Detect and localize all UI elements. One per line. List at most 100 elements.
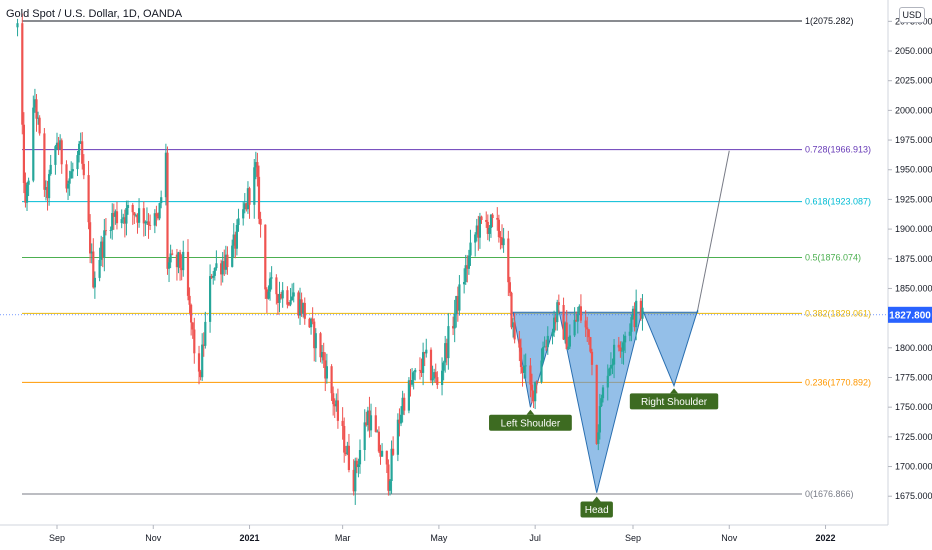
candle-body — [344, 452, 347, 455]
candle-body — [452, 326, 455, 329]
y-tick-label: 1775.000 — [895, 372, 932, 382]
candle-body — [144, 221, 147, 224]
candle-body — [231, 245, 234, 267]
x-tick-label: May — [430, 533, 448, 543]
candle-body — [286, 290, 289, 305]
candle-body — [55, 142, 59, 147]
candle-body — [213, 268, 216, 276]
candle-body — [120, 219, 123, 224]
candle-body — [543, 346, 546, 348]
candle-body — [169, 253, 172, 263]
candle-body — [453, 314, 456, 329]
candle-body — [420, 370, 423, 373]
candle-body — [186, 251, 190, 296]
candle-body — [188, 295, 191, 305]
candle-body — [619, 347, 622, 352]
candle-body — [175, 254, 178, 268]
candle-body — [166, 152, 169, 269]
candle-body — [606, 375, 609, 388]
candle-body — [434, 372, 437, 378]
candle-body — [388, 481, 392, 491]
candle-body — [519, 347, 523, 368]
fib-level-label: 0(1676.866) — [805, 489, 854, 499]
x-tick-label: 2022 — [816, 533, 836, 543]
label-box — [629, 393, 719, 410]
y-tick-label: 2000.000 — [895, 105, 932, 115]
candle-body — [112, 213, 115, 217]
candle-body — [191, 322, 194, 330]
candle-body — [209, 276, 212, 322]
candle-body — [180, 267, 183, 271]
y-tick-label: 1800.000 — [895, 343, 932, 353]
candle-body — [467, 255, 470, 269]
candle-body — [37, 117, 40, 119]
candle-body — [131, 205, 134, 213]
candle-body — [111, 213, 114, 231]
candle-body — [49, 164, 52, 175]
candle-body — [576, 314, 579, 322]
candle-body — [611, 364, 614, 366]
candle-body — [292, 292, 295, 297]
candle-body — [300, 299, 303, 314]
projection-line — [697, 150, 730, 310]
candle-body — [145, 221, 149, 223]
candle-body — [204, 321, 207, 346]
candle-body — [259, 218, 262, 225]
candle-body — [270, 277, 273, 279]
candle-body — [578, 306, 581, 315]
pattern-label: Right Shoulder — [629, 388, 719, 410]
candle-body — [153, 213, 156, 226]
candle-body — [532, 390, 535, 402]
candle-body — [631, 308, 635, 318]
candle-body — [488, 228, 491, 234]
candle-body — [565, 322, 568, 350]
fibonacci-levels: 1(2075.282) 0.728(1966.913) 0.618(1923.087… — [22, 16, 871, 499]
candle-body — [167, 262, 171, 269]
candle-body — [595, 364, 598, 444]
candle-body — [411, 380, 414, 385]
candle-body — [16, 23, 19, 28]
candle-body — [267, 291, 270, 299]
candle-body — [253, 167, 256, 205]
candle-body — [369, 415, 373, 431]
candle-body — [579, 306, 582, 321]
candle-body — [564, 322, 567, 340]
y-tick-label: 1700.000 — [895, 462, 932, 472]
candle-body — [557, 302, 560, 306]
candle-body — [530, 384, 534, 391]
candle-body — [90, 251, 93, 254]
candle-body — [87, 175, 90, 223]
fib-level-label: 1(2075.282) — [805, 16, 854, 26]
candle-body — [575, 319, 578, 322]
candle-body — [155, 213, 158, 217]
candle-body — [44, 187, 48, 190]
chart-title: Gold Spot / U.S. Dollar, 1D, OANDA — [6, 8, 183, 20]
candle-body — [314, 333, 317, 349]
candle-body — [109, 230, 112, 231]
candle-body — [134, 214, 137, 216]
candle-body — [573, 319, 576, 336]
candle-body — [177, 252, 180, 268]
currency-badge[interactable]: USD — [899, 7, 925, 23]
x-tick-label: Sep — [625, 533, 641, 543]
candle-body — [546, 335, 549, 348]
candle-body — [562, 305, 565, 340]
candle-body — [396, 419, 399, 455]
candle-body — [122, 217, 125, 220]
candle-body — [71, 169, 74, 172]
candle-body — [368, 410, 371, 431]
candle-body — [589, 337, 592, 352]
candle-body — [398, 419, 401, 424]
candle-body — [568, 335, 571, 347]
candle-body — [425, 349, 428, 354]
candle-body — [474, 234, 477, 243]
candle-body — [422, 352, 425, 373]
label-pointer — [592, 496, 601, 502]
candle-body — [491, 214, 494, 218]
candle-body — [35, 99, 38, 119]
candle-body — [464, 265, 467, 282]
candle-body — [297, 292, 300, 316]
candle-body — [518, 339, 521, 348]
y-tick-label: 1875.000 — [895, 254, 932, 264]
